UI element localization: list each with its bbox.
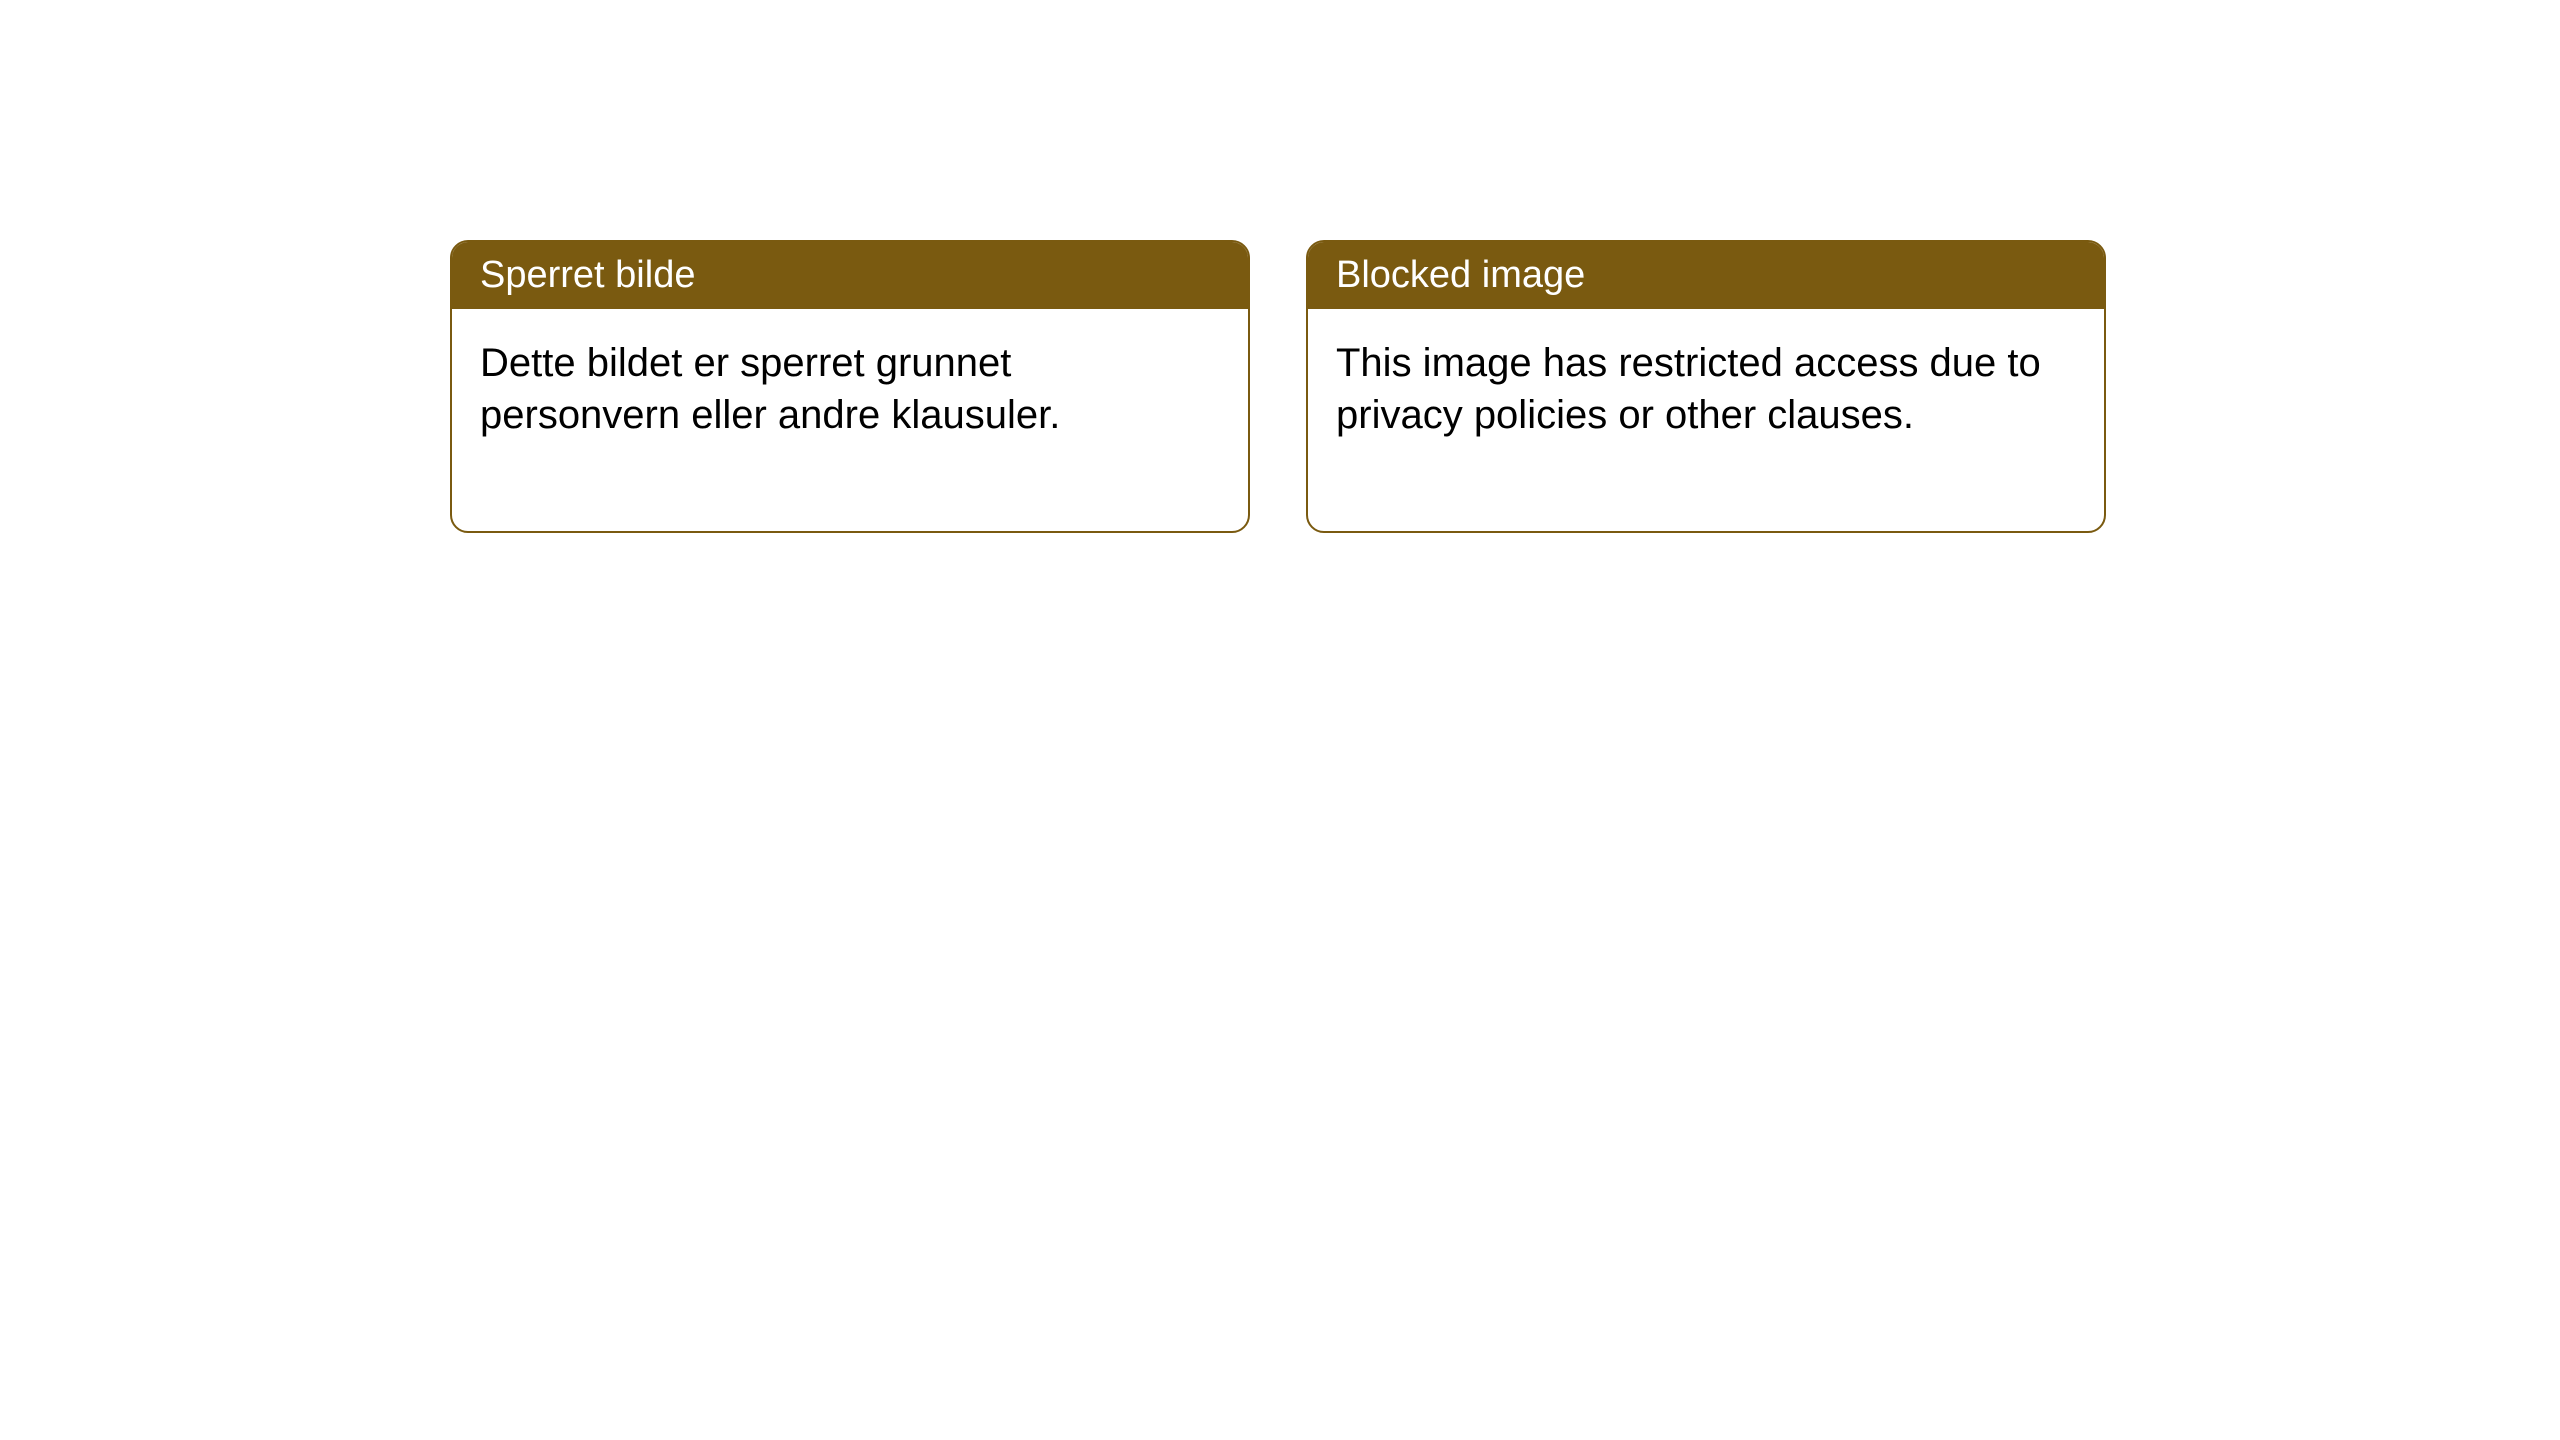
notice-card-english: Blocked image This image has restricted … xyxy=(1306,240,2106,533)
notice-card-norwegian: Sperret bilde Dette bildet er sperret gr… xyxy=(450,240,1250,533)
notice-header: Sperret bilde xyxy=(452,242,1248,309)
notice-container: Sperret bilde Dette bildet er sperret gr… xyxy=(450,240,2106,533)
notice-header: Blocked image xyxy=(1308,242,2104,309)
notice-body: Dette bildet er sperret grunnet personve… xyxy=(452,309,1248,531)
notice-body: This image has restricted access due to … xyxy=(1308,309,2104,531)
